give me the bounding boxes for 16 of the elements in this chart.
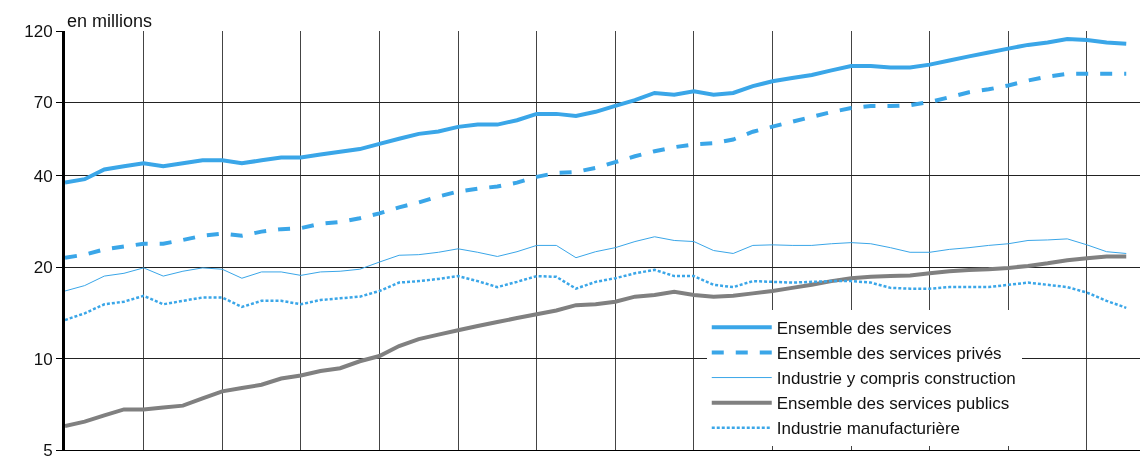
line-series <box>65 236 1127 292</box>
line-series <box>65 36 1129 185</box>
legend-label: Industrie y compris construction <box>776 369 1016 389</box>
legend-label: Industrie manufacturière <box>776 419 961 439</box>
legend-label: Ensemble des services publics <box>776 394 1010 414</box>
y-tick-label: 20 <box>33 258 53 278</box>
legend-label: Ensemble des services privés <box>776 344 1002 364</box>
legend-label: Ensemble des services <box>776 318 952 338</box>
y-tick-label: 5 <box>43 440 53 460</box>
y-tick-label: 70 <box>33 93 53 113</box>
y-tick-label: 40 <box>33 166 53 186</box>
y-axis-title: en millions <box>67 11 153 31</box>
line-series <box>65 268 1128 322</box>
y-tick-label: 10 <box>33 349 53 369</box>
y-tick-label: 120 <box>24 21 53 41</box>
line-series <box>65 71 1129 260</box>
